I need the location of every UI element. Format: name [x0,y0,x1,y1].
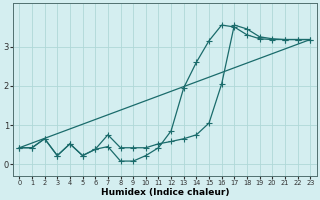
X-axis label: Humidex (Indice chaleur): Humidex (Indice chaleur) [100,188,229,197]
